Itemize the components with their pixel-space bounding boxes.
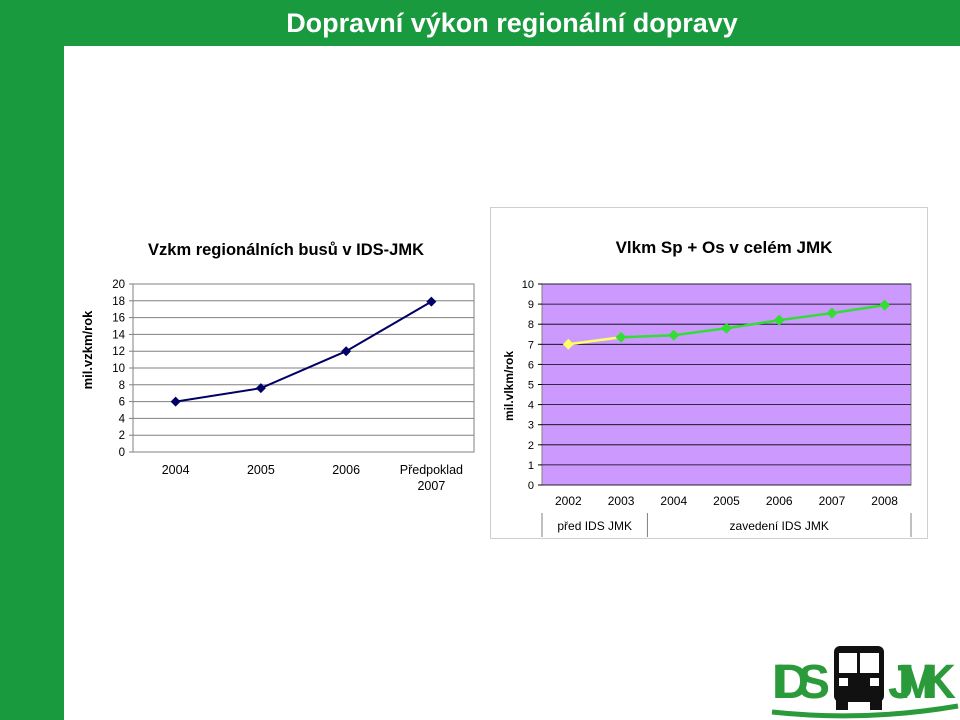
bus-data-point — [170, 396, 181, 407]
rail-data-point — [562, 338, 574, 350]
rail-xtick-label: 2008 — [871, 494, 898, 508]
rail-xtick-label: 2003 — [608, 494, 635, 508]
bus-ytick-label: 16 — [112, 313, 125, 325]
rail-ytick-label: 6 — [528, 359, 534, 371]
page-title: Dopravní výkon regionální dopravy — [286, 8, 738, 38]
rail-ytick-label: 5 — [528, 380, 534, 392]
rail-series-line — [621, 303, 885, 339]
rail-xtick-label: 2005 — [713, 494, 740, 508]
bus-ytick-label: 14 — [112, 329, 125, 341]
rail-ytick-label: 1 — [528, 460, 534, 472]
period-label-after: zavedení IDS JMK — [730, 519, 829, 533]
bus-series-line — [175, 300, 432, 403]
bus-ytick-label: 12 — [112, 346, 125, 358]
bus-ytick-label: 18 — [112, 296, 125, 308]
bus-data-point — [426, 296, 437, 307]
rail-ytick-label: 9 — [528, 299, 534, 311]
logo-text-left: IDS — [772, 656, 830, 709]
rail-xtick-label: 2007 — [819, 494, 846, 508]
bus-icon — [834, 646, 884, 710]
rail-data-point — [773, 314, 785, 326]
logo-text-right: JMK — [888, 656, 956, 709]
bus-ytick-label: 6 — [119, 397, 125, 409]
bus-chart-title: Vzkm regionálních busů v IDS-JMK — [148, 241, 424, 259]
rail-xtick-label: 2006 — [766, 494, 793, 508]
bus-ytick-label: 10 — [112, 363, 125, 375]
rail-ytick-label: 2 — [528, 440, 534, 452]
bus-ytick-label: 20 — [112, 279, 125, 291]
header-bar — [0, 0, 960, 46]
rail-chart: Vlkm Sp + Os v celém JMK mil.vlkm/rok 0 1… — [502, 238, 912, 537]
rail-data-point — [721, 322, 732, 334]
rail-ytick-label: 4 — [528, 400, 534, 412]
rail-ytick-label: 10 — [522, 279, 534, 291]
side-bar — [0, 46, 64, 720]
bus-ytick-label: 4 — [119, 413, 126, 425]
rail-xtick-label: 2002 — [555, 494, 582, 508]
rail-series-line — [568, 336, 622, 346]
rail-ytick-label: 3 — [528, 420, 534, 432]
bus-xtick-label: Předpoklad 2007 — [400, 463, 463, 493]
period-label-before: před IDS JMK — [557, 519, 632, 533]
rail-ytick-label: 8 — [528, 319, 534, 331]
rail-chart-ylabel: mil.vlkm/rok — [502, 351, 516, 421]
rail-data-point — [668, 329, 680, 341]
rail-ytick-label: 7 — [528, 339, 534, 351]
rail-data-point — [879, 299, 891, 311]
bus-ytick-label: 0 — [119, 447, 125, 459]
bus-data-point — [255, 383, 266, 394]
bus-chart-panel: Vzkm regionálních busů v IDS-JMK mil.vzk… — [68, 212, 480, 508]
rail-ytick-label: 0 — [528, 480, 534, 492]
bus-chart: Vzkm regionálních busů v IDS-JMK mil.vzk… — [80, 241, 475, 493]
bus-data-point — [341, 346, 352, 357]
rail-chart-panel: Vlkm Sp + Os v celém JMK mil.vlkm/rok 0 1… — [490, 207, 928, 539]
rail-data-point — [615, 331, 627, 343]
ids-jmk-logo: IDS JMK — [771, 646, 959, 719]
rail-xtick-label: 2004 — [660, 494, 687, 508]
bus-xtick-label: 2006 — [332, 463, 360, 477]
bus-ytick-label: 2 — [119, 430, 125, 442]
bus-chart-ylabel: mil.vzkm/rok — [80, 310, 95, 390]
bus-ytick-label: 8 — [119, 380, 125, 392]
rail-chart-title: Vlkm Sp + Os v celém JMK — [616, 238, 834, 257]
rail-data-point — [826, 307, 838, 319]
bus-xtick-label: 2004 — [162, 463, 190, 477]
bus-xtick-label: 2005 — [247, 463, 275, 477]
